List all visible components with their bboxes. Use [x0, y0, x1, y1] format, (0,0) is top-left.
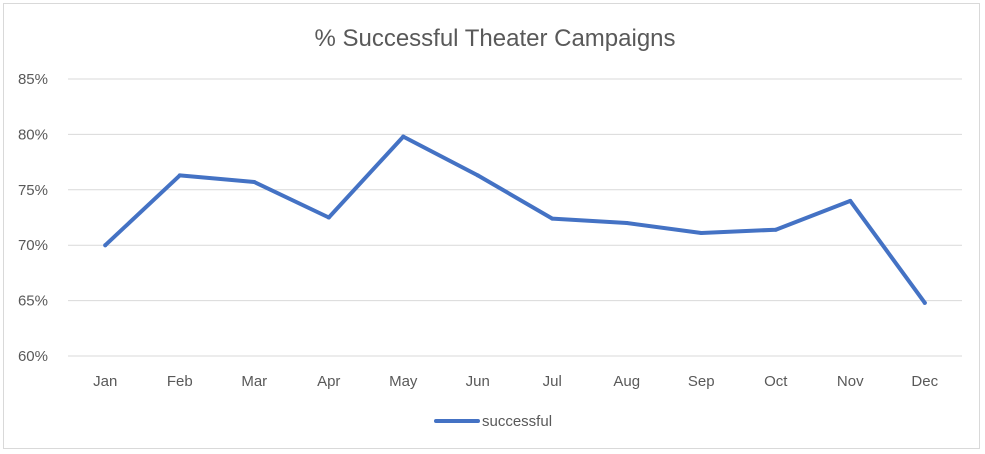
x-tick-label: Jan — [93, 373, 117, 390]
x-tick-label: Apr — [317, 373, 340, 390]
data-point — [103, 243, 108, 248]
chart-area: % Successful Theater Campaigns 60% 65% 70%… — [3, 3, 980, 449]
data-point — [550, 216, 555, 221]
data-point — [326, 215, 331, 220]
y-axis-labels: 60% 65% 70% 75% 80% 85% — [18, 71, 48, 365]
chart-svg: % Successful Theater Campaigns 60% 65% 70%… — [18, 25, 962, 430]
data-point — [922, 300, 927, 305]
data-point — [177, 173, 182, 178]
data-point — [252, 180, 257, 185]
x-tick-label: Aug — [613, 373, 640, 390]
x-tick-label: Mar — [241, 373, 267, 390]
x-axis-labels: Jan Feb Mar Apr May Jun Jul Aug Sep Oct Nov Dec — [93, 373, 938, 390]
y-tick-label: 80% — [18, 126, 48, 143]
y-tick-label: 70% — [18, 237, 48, 254]
data-point — [848, 198, 853, 203]
x-tick-label: Sep — [688, 373, 715, 390]
data-point — [699, 231, 704, 236]
y-tick-label: 60% — [18, 348, 48, 365]
legend-label-successful: successful — [482, 413, 552, 430]
series-line-successful — [103, 134, 927, 305]
x-tick-label: Nov — [837, 373, 864, 390]
x-tick-label: May — [389, 373, 418, 390]
legend: successful — [434, 413, 552, 430]
x-tick-label: Oct — [764, 373, 788, 390]
series-layer — [103, 134, 927, 305]
chart-title: % Successful Theater Campaigns — [314, 25, 675, 52]
gridlines — [68, 78, 962, 357]
x-tick-label: Jul — [543, 373, 562, 390]
data-point — [624, 221, 629, 226]
data-point — [475, 173, 480, 178]
data-point — [773, 227, 778, 232]
x-tick-label: Dec — [911, 373, 938, 390]
data-point — [401, 134, 406, 139]
y-tick-label: 65% — [18, 293, 48, 310]
y-tick-label: 85% — [18, 71, 48, 88]
x-tick-label: Jun — [466, 373, 490, 390]
x-tick-label: Feb — [167, 373, 193, 390]
y-tick-label: 75% — [18, 182, 48, 199]
